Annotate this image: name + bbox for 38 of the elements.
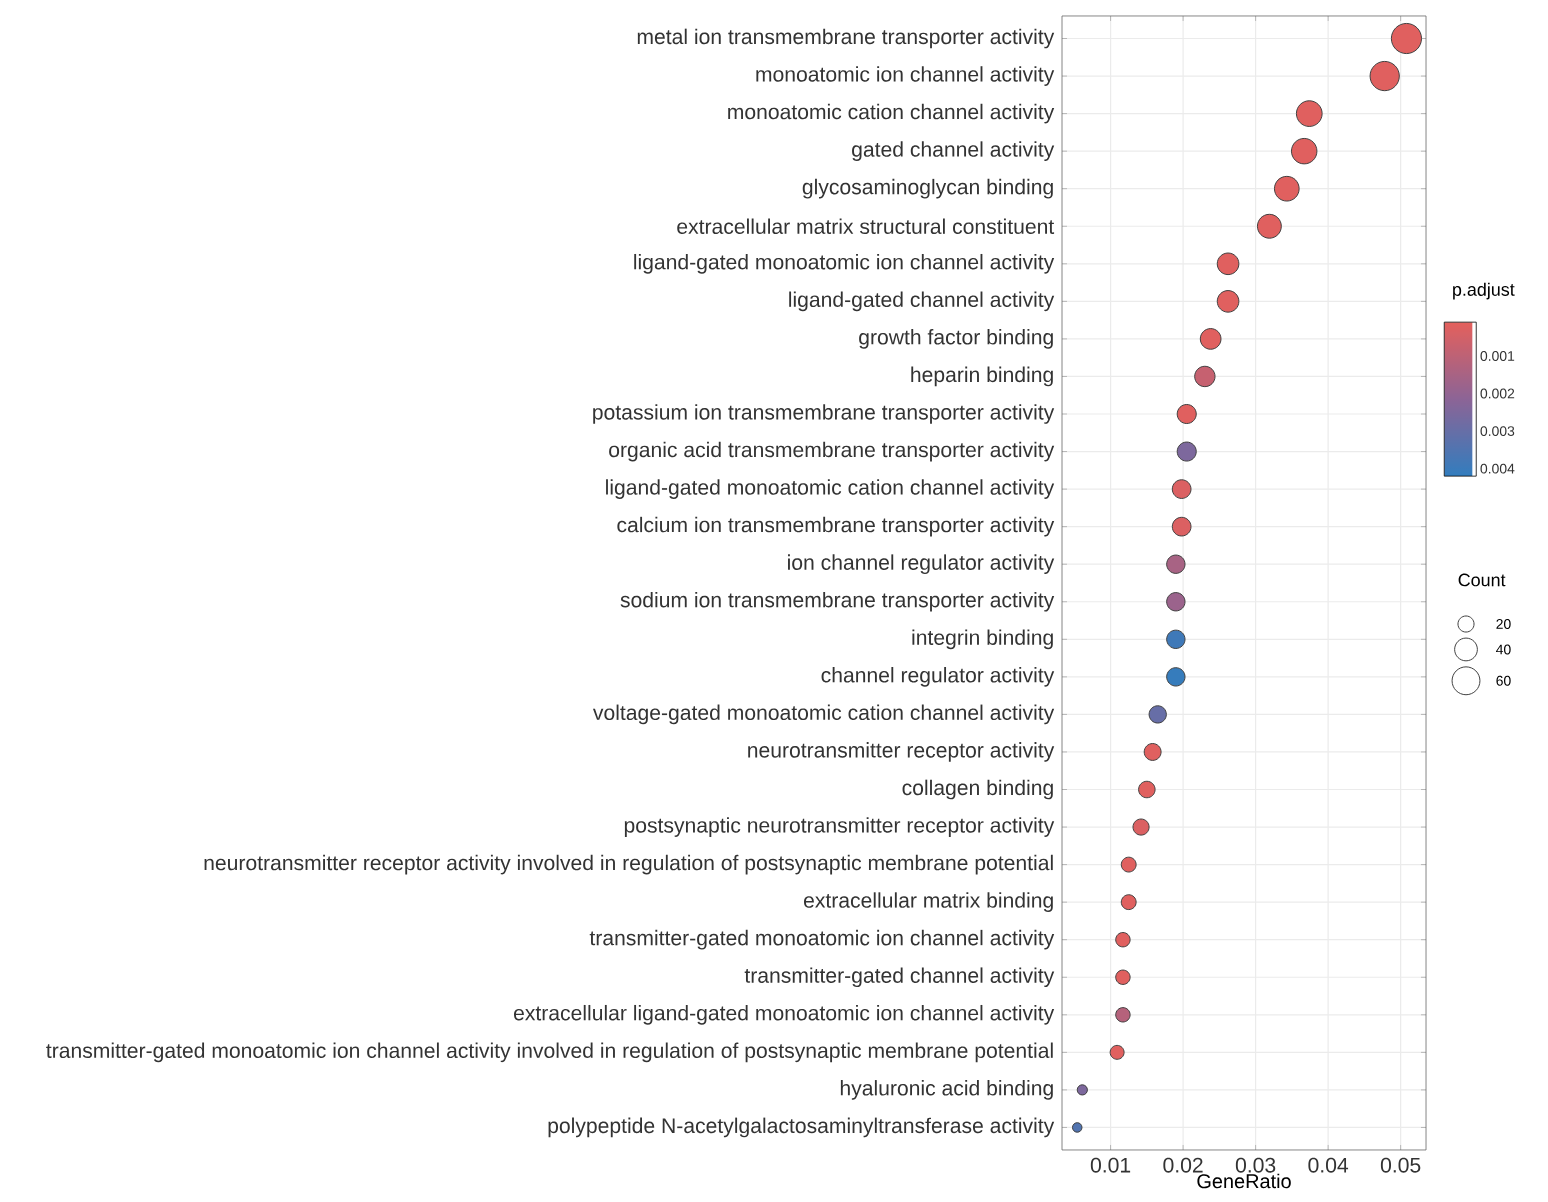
y-tick-label: monoatomic ion channel activity <box>756 66 1055 86</box>
y-tick-label: collagen binding <box>902 779 1053 800</box>
y-tick-label: extracellular matrix binding <box>804 892 1053 912</box>
y-tick-label: channel regulator activity <box>821 667 1055 687</box>
x-tick-label: 0.04 <box>1308 1157 1349 1173</box>
y-tick-label: ligand-gated monoatomic cation channel activity <box>606 479 1055 499</box>
y-tick-label: transmitter-gated monoatomic ion channel activity involved in regulation of postsynaptic membrane potential <box>46 1042 1053 1063</box>
y-tick-label: metal ion transmembrane transporter activity <box>637 28 1055 49</box>
y-tick-label: voltage-gated monoatomic cation channel activity <box>592 704 1055 725</box>
y-tick-label: transmitter-gated channel activity <box>744 967 1055 988</box>
y-tick-label: growth factor binding <box>859 329 1053 349</box>
y-tick-label: heparin binding <box>911 366 1053 387</box>
y-tick-label: neurotransmitter receptor activity involved in regulation of postsynaptic membrane potential <box>204 854 1053 875</box>
y-tick-label: sodium ion transmembrane transporter activity <box>620 591 1055 612</box>
y-tick-label: neurotransmitter receptor activity <box>748 742 1055 762</box>
y-tick-label: organic acid transmembrane transporter activity <box>609 441 1055 462</box>
x-tick-label: 0.03 <box>1235 1157 1276 1173</box>
y-tick-label: polypeptide N-acetylgalactosaminyltransferase activity <box>548 1117 1055 1138</box>
x-tick-label: 0.05 <box>1380 1157 1421 1173</box>
x-tick-label: 0.01 <box>1090 1157 1131 1173</box>
legend-title: Count <box>1458 573 1506 587</box>
y-tick-label: glycosaminoglycan binding <box>802 178 1053 199</box>
y-tick-label: extracellular matrix structural constituent <box>677 218 1055 235</box>
y-tick-label: transmitter-gated monoatomic ion channel activity <box>589 929 1055 950</box>
y-tick-label: integrin binding <box>912 629 1053 650</box>
y-tick-label: gated channel activity <box>852 141 1055 161</box>
x-axis-title: GeneRatio <box>1197 1173 1291 1189</box>
y-tick-label: potassium ion transmembrane transporter activity <box>593 404 1055 424</box>
y-tick-label: extracellular ligand-gated monoatomic ion channel activity <box>513 1004 1055 1025</box>
x-tick-label: 0.02 <box>1163 1157 1203 1173</box>
y-tick-label: monoatomic cation channel activity <box>728 103 1055 124</box>
y-tick-label: hyaluronic acid binding <box>840 1080 1053 1100</box>
y-tick-label: ligand-gated channel activity <box>789 291 1055 312</box>
y-tick-label: ligand-gated monoatomic ion channel activity <box>634 253 1055 274</box>
y-tick-label: ion channel regulator activity <box>788 554 1055 575</box>
y-tick-label: postsynaptic neurotransmitter receptor activity <box>624 817 1055 837</box>
color-bar-title: p.adjust <box>1453 282 1515 300</box>
y-tick-label: calcium ion transmembrane transporter activity <box>617 516 1055 537</box>
